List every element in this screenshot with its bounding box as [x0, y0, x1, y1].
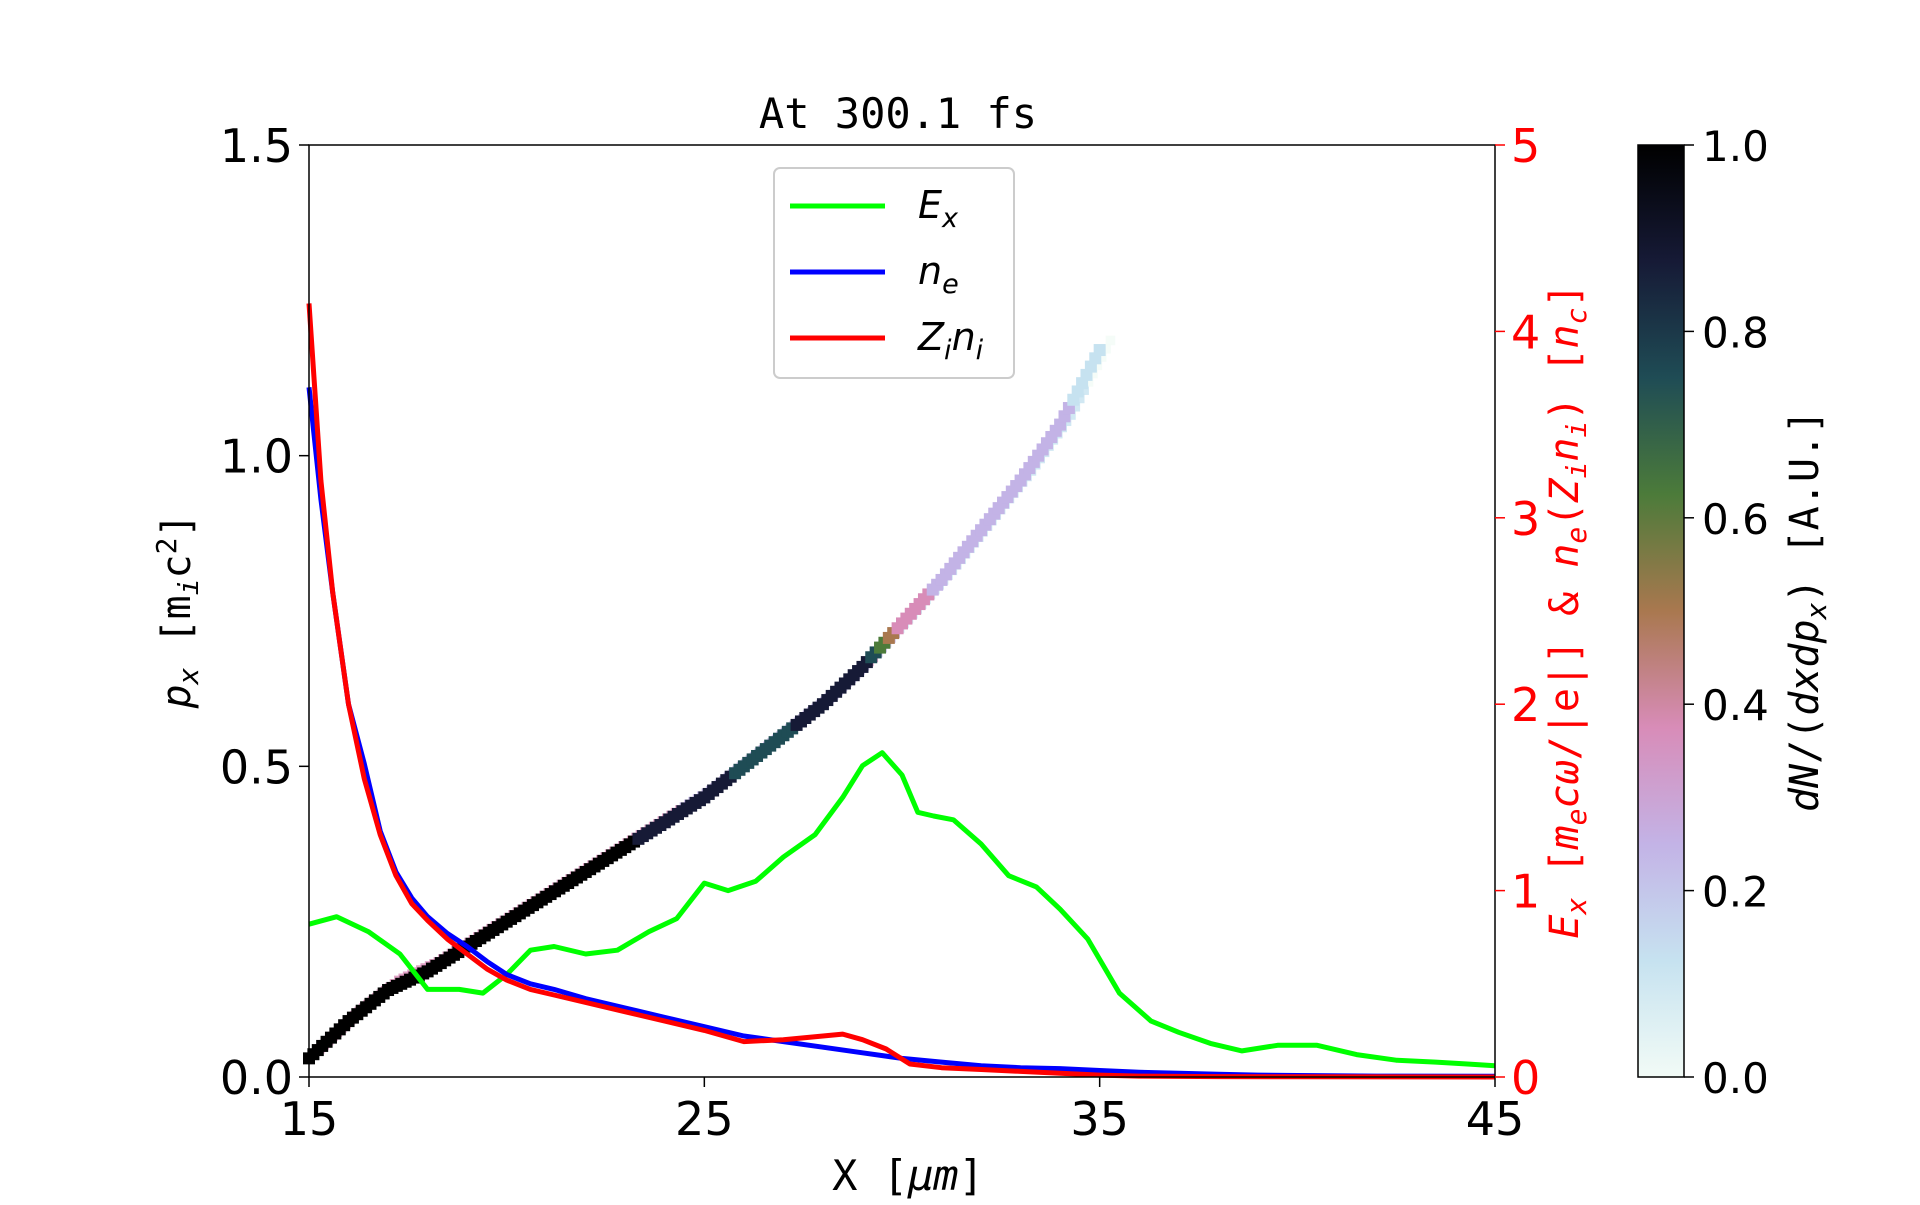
- y-right-tick-label: 0: [1511, 1051, 1540, 1105]
- x-tick-label: 35: [1070, 1092, 1129, 1146]
- legend-label-zini: Zini: [917, 315, 984, 366]
- chart-title: At 300.1 fs: [759, 89, 1037, 138]
- legend-box: [773, 167, 1015, 379]
- histogram-cell: [1105, 335, 1116, 346]
- y-right-axis-label: Ex [mecω/|e|] & ne(Zini) [nc]: [1542, 283, 1593, 938]
- phase-space-histogram: [303, 335, 1116, 1065]
- x-tick-label: 25: [675, 1092, 734, 1146]
- y-left-tick-label: 0.0: [220, 1051, 293, 1105]
- colorbar-tick-label: 0.2: [1702, 868, 1769, 917]
- colorbar-tick-label: 0.8: [1702, 308, 1769, 357]
- histogram-cell: [1092, 360, 1103, 371]
- colorbar-ticks: 0.0 0.2 0.4 0.6 0.8 1.0: [1684, 122, 1769, 1103]
- histogram-cell: [1074, 393, 1085, 404]
- histogram-cell: [1101, 343, 1111, 354]
- x-axis-label: X [μm]: [832, 1151, 984, 1200]
- colorbar-label: dN/(dxdpx) [A.U.]: [1782, 410, 1833, 812]
- y-right-tick-label: 2: [1511, 678, 1540, 732]
- histogram-cell: [1070, 401, 1081, 412]
- legend: Ex ne Zini: [773, 167, 1015, 379]
- y-left-tick-label: 1.5: [220, 119, 293, 173]
- plot-frame: [308, 144, 1496, 1078]
- histogram-cell: [1066, 410, 1076, 420]
- histogram-cell: [1088, 368, 1098, 379]
- y-left-axis-label: px [mic2]: [150, 513, 205, 709]
- y-right-tick-label: 3: [1511, 492, 1540, 546]
- histogram-cell: [1083, 377, 1094, 387]
- colorbar-gradient: [1637, 144, 1685, 1078]
- colorbar-tick-label: 0.6: [1702, 495, 1769, 544]
- histogram-cell: [1096, 352, 1107, 362]
- y-right-tick-label: 4: [1511, 305, 1540, 359]
- line-series: [306, 303, 1496, 1080]
- histogram-cell: [1079, 385, 1089, 395]
- x-tick-label: 15: [280, 1092, 339, 1146]
- y-right-tick-label: 5: [1511, 119, 1540, 173]
- colorbar-tick-label: 1.0: [1702, 122, 1769, 171]
- y-left-tick-label: 0.5: [220, 740, 293, 794]
- colorbar-tick-label: 0.4: [1702, 681, 1769, 730]
- histogram-cell: [1093, 344, 1106, 357]
- x-tick-label: 45: [1466, 1092, 1525, 1146]
- colorbar-tick-label: 0.0: [1702, 1054, 1769, 1103]
- y-right-tick-label: 1: [1511, 865, 1540, 919]
- y-left-tick-label: 1.0: [220, 430, 293, 484]
- series-line-z-i-n-i: [306, 303, 1496, 1080]
